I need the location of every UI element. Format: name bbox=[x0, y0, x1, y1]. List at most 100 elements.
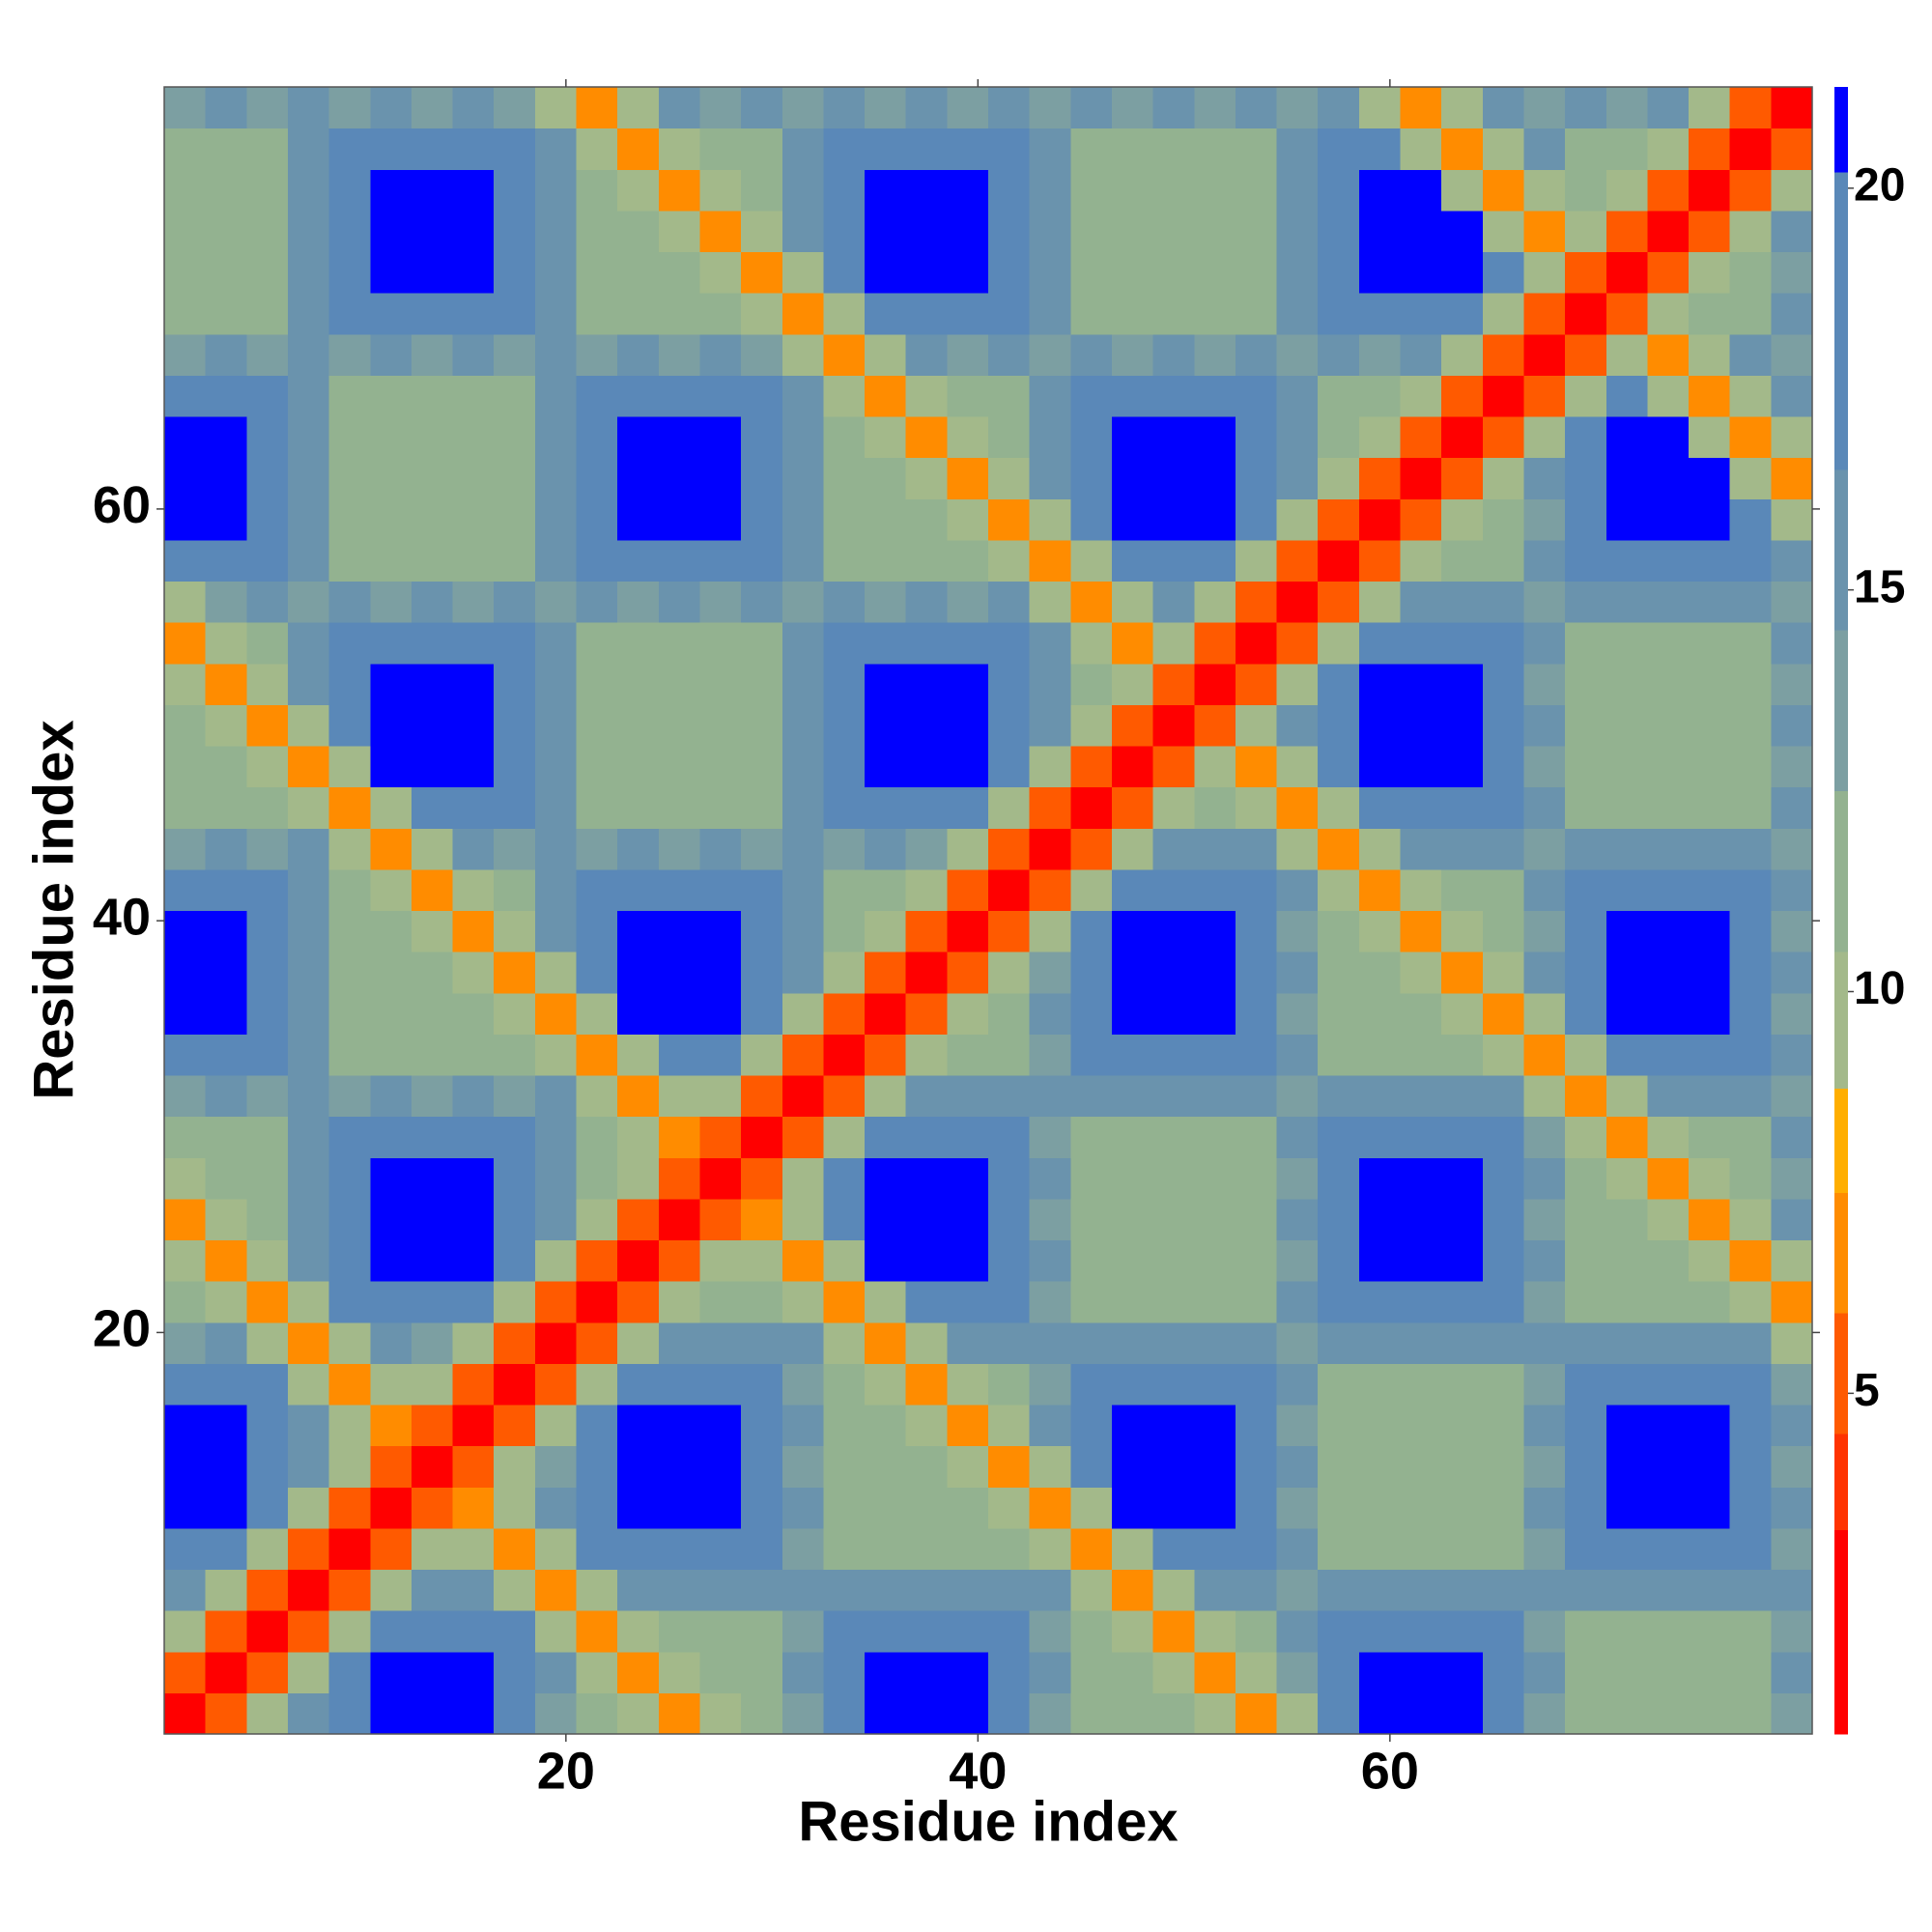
heatmap-cell bbox=[1194, 1610, 1236, 1653]
heatmap-cell bbox=[1152, 333, 1195, 376]
heatmap-cell bbox=[411, 581, 454, 623]
heatmap-cell bbox=[865, 622, 907, 665]
heatmap-cell bbox=[1235, 868, 1278, 912]
heatmap-cell bbox=[658, 1405, 701, 1447]
heatmap-cell bbox=[1482, 210, 1525, 253]
heatmap-cell bbox=[534, 952, 578, 994]
heatmap-cell bbox=[1689, 1363, 1731, 1406]
heatmap-cell bbox=[1565, 746, 1607, 788]
colorbar-segment bbox=[1834, 951, 1848, 1089]
heatmap-cell bbox=[823, 622, 866, 665]
heatmap-cell bbox=[741, 210, 783, 253]
heatmap-cell bbox=[246, 1405, 289, 1447]
heatmap-cell bbox=[328, 1116, 371, 1158]
heatmap-cell bbox=[1111, 416, 1154, 459]
heatmap-cell bbox=[1441, 333, 1484, 376]
heatmap-cell bbox=[1482, 1651, 1525, 1693]
heatmap-cell bbox=[205, 1527, 247, 1571]
heatmap-cell bbox=[411, 375, 454, 417]
heatmap-cell bbox=[823, 868, 866, 912]
heatmap-cell bbox=[1194, 1527, 1236, 1571]
heatmap-cell bbox=[1689, 786, 1731, 829]
heatmap-cell bbox=[328, 210, 371, 253]
heatmap-cell bbox=[1152, 1075, 1195, 1118]
heatmap-cell bbox=[1152, 293, 1195, 335]
heatmap-cell bbox=[865, 1157, 907, 1200]
heatmap-cell bbox=[452, 1157, 495, 1200]
heatmap-cell bbox=[1771, 1445, 1813, 1488]
heatmap-cell bbox=[1771, 1363, 1813, 1406]
heatmap-cell bbox=[1771, 1651, 1813, 1693]
heatmap-cell bbox=[781, 251, 824, 294]
heatmap-cell bbox=[699, 1075, 742, 1118]
heatmap-cell bbox=[1441, 375, 1484, 417]
heatmap-cell bbox=[1729, 1116, 1772, 1158]
heatmap-cell bbox=[1194, 828, 1236, 870]
heatmap-cell bbox=[205, 210, 247, 253]
heatmap-cell bbox=[1482, 828, 1525, 870]
heatmap-cell bbox=[1605, 375, 1648, 417]
heatmap-cell bbox=[1070, 333, 1113, 376]
heatmap-cell bbox=[328, 457, 371, 499]
heatmap-cell bbox=[1029, 293, 1071, 335]
heatmap-cell bbox=[865, 1075, 907, 1118]
heatmap-cell bbox=[534, 1198, 578, 1241]
heatmap-cell bbox=[1235, 992, 1278, 1035]
heatmap-cell bbox=[246, 1034, 289, 1076]
heatmap-cell bbox=[1771, 704, 1813, 747]
heatmap-cell bbox=[1152, 622, 1195, 665]
colorbar-tick-label: 10 bbox=[1854, 963, 1905, 1014]
heatmap-cell bbox=[741, 622, 783, 665]
heatmap-cell bbox=[1565, 704, 1607, 747]
heatmap-cell bbox=[1276, 1445, 1319, 1488]
heatmap-cell bbox=[947, 1116, 989, 1158]
heatmap-cell bbox=[452, 1321, 495, 1364]
heatmap-cell bbox=[1111, 457, 1154, 499]
heatmap-cell bbox=[1111, 992, 1154, 1035]
heatmap-cell bbox=[1194, 293, 1236, 335]
heatmap-cell bbox=[452, 992, 495, 1035]
heatmap-cell bbox=[1194, 910, 1236, 952]
heatmap-cell bbox=[205, 128, 247, 170]
heatmap-cell bbox=[865, 1487, 907, 1529]
heatmap-cell bbox=[534, 457, 578, 499]
colorbar-segment bbox=[1834, 1433, 1848, 1531]
heatmap-cell bbox=[576, 375, 618, 417]
heatmap-cell bbox=[1605, 251, 1648, 294]
heatmap-cell bbox=[164, 1034, 207, 1076]
heatmap-cell bbox=[1235, 1321, 1278, 1364]
heatmap-cell bbox=[1070, 1610, 1113, 1653]
heatmap-cell bbox=[1111, 910, 1154, 952]
heatmap-cell bbox=[781, 1321, 824, 1364]
heatmap-cell bbox=[287, 1363, 330, 1406]
heatmap-cell bbox=[1276, 786, 1319, 829]
heatmap-cell bbox=[1605, 87, 1648, 129]
heatmap-cell bbox=[1111, 704, 1154, 747]
heatmap-cell bbox=[205, 1405, 247, 1447]
heatmap-cell bbox=[741, 293, 783, 335]
heatmap-cell bbox=[823, 663, 866, 705]
heatmap-cell bbox=[1400, 539, 1442, 582]
heatmap-cell bbox=[1358, 1569, 1402, 1611]
heatmap-cell bbox=[865, 416, 907, 459]
heatmap-cell bbox=[617, 1405, 660, 1447]
heatmap-cell bbox=[1605, 1651, 1648, 1693]
heatmap-cell bbox=[370, 498, 412, 541]
heatmap-cell bbox=[699, 1487, 742, 1529]
heatmap-cell bbox=[947, 581, 989, 623]
heatmap-cell bbox=[1400, 663, 1442, 705]
heatmap-cell bbox=[1523, 1281, 1566, 1323]
heatmap-cell bbox=[164, 786, 207, 829]
heatmap-cell bbox=[1276, 622, 1319, 665]
heatmap-cell bbox=[1605, 910, 1648, 952]
heatmap-cell bbox=[741, 1487, 783, 1529]
heatmap-cell bbox=[370, 1239, 412, 1282]
heatmap-cell bbox=[1111, 539, 1154, 582]
heatmap-cell bbox=[1358, 786, 1402, 829]
heatmap-cell bbox=[1194, 128, 1236, 170]
heatmap-cell bbox=[658, 1692, 701, 1735]
heatmap-cell bbox=[1523, 375, 1566, 417]
heatmap-cell bbox=[1318, 952, 1360, 994]
heatmap-cell bbox=[1358, 1405, 1402, 1447]
heatmap-cell bbox=[741, 746, 783, 788]
